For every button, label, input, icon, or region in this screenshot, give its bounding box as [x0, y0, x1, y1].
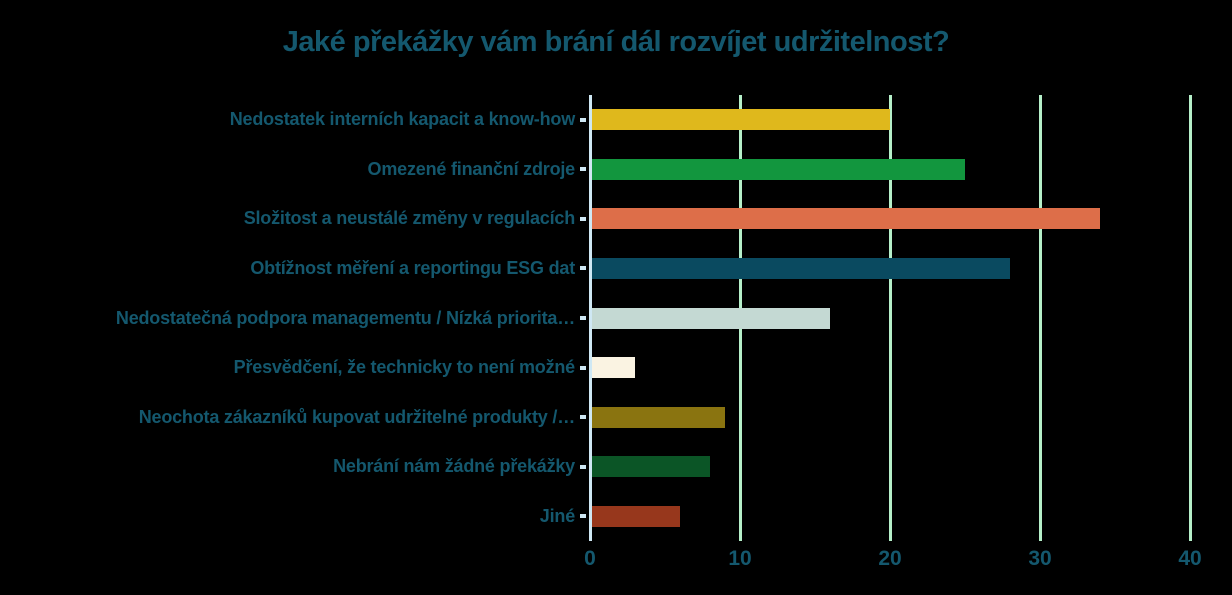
chart-title: Jaké překážky vám brání dál rozvíjet udr… [282, 26, 950, 58]
bar-row [590, 392, 1190, 442]
x-tick-label: 30 [1028, 547, 1052, 570]
y-tick-mark [580, 117, 586, 122]
bar-6 [590, 357, 635, 379]
bar-3 [590, 208, 1100, 230]
bar-row [590, 145, 1190, 195]
bar-row [590, 442, 1190, 492]
category-label-row: Omezené finanční zdroje [0, 145, 576, 195]
category-label-row: Neochota zákazníků kupovat udržitelné pr… [0, 392, 575, 442]
bar-4 [590, 257, 1010, 279]
bar-2 [590, 158, 965, 180]
category-label-row: Nebrání nám žádné překážky [0, 442, 575, 492]
category-label: Neochota zákazníků kupovat udržitelné pr… [138, 406, 575, 427]
category-label-row: Jiné [0, 492, 575, 542]
plot-area [580, 95, 1192, 541]
category-label-row: Složitost a neustálé změny v regulacích [0, 194, 576, 244]
x-tick-label: 40 [1178, 547, 1202, 570]
bar-row [590, 492, 1190, 542]
bar-row [590, 293, 1190, 343]
bar-8 [590, 456, 710, 478]
gridline-x-30 [1038, 95, 1042, 541]
category-label: Nedostatek interních kapacit a know-how [229, 109, 575, 130]
y-tick-mark [580, 266, 586, 271]
y-tick-mark [580, 167, 586, 172]
category-label: Obtížnost měření a reportingu ESG dat [250, 257, 575, 278]
bar-row [590, 194, 1190, 244]
y-tick-mark [580, 365, 586, 370]
bar-7 [590, 406, 725, 428]
category-label: Nebrání nám žádné překážky [333, 456, 575, 477]
y-tick-mark [580, 316, 586, 320]
y-tick-mark [580, 415, 586, 420]
bar-rows [590, 95, 1190, 541]
x-axis-ticks: 0 10 20 30 40 [584, 547, 1202, 577]
x-tick-label: 10 [728, 547, 752, 570]
bar-row [590, 95, 1190, 145]
y-tick-mark [580, 464, 586, 469]
y-tick-mark [580, 514, 586, 519]
category-labels: Nedostatek interních kapacit a know-how O… [0, 95, 575, 541]
category-label: Jiné [539, 505, 575, 526]
category-label-row: Obtížnost měření a reportingu ESG dat [0, 244, 575, 294]
x-tick-label: 20 [878, 547, 902, 570]
y-axis-line [589, 95, 592, 541]
gridline-x-20 [888, 95, 892, 541]
category-label: Přesvědčení, že technicky to není možné [233, 357, 576, 378]
gridline-x-40 [1188, 95, 1192, 541]
category-label-row: Nedostatečná podpora managementu / Nízká… [0, 293, 575, 343]
category-label: Složitost a neustálé změny v regulacích [243, 208, 576, 229]
category-label-row: Nedostatek interních kapacit a know-how [0, 95, 575, 145]
bar-9 [590, 505, 680, 527]
category-label: Omezené finanční zdroje [367, 158, 576, 179]
bar-row [590, 244, 1190, 294]
y-tick-mark [580, 216, 586, 221]
category-label: Nedostatečná podpora managementu / Nízká… [115, 307, 575, 328]
x-tick-label: 0 [584, 547, 596, 570]
bar-1 [590, 109, 890, 131]
bar-row [590, 343, 1190, 393]
bar-5 [590, 307, 830, 329]
category-label-row: Přesvědčení, že technicky to není možné [0, 343, 576, 393]
